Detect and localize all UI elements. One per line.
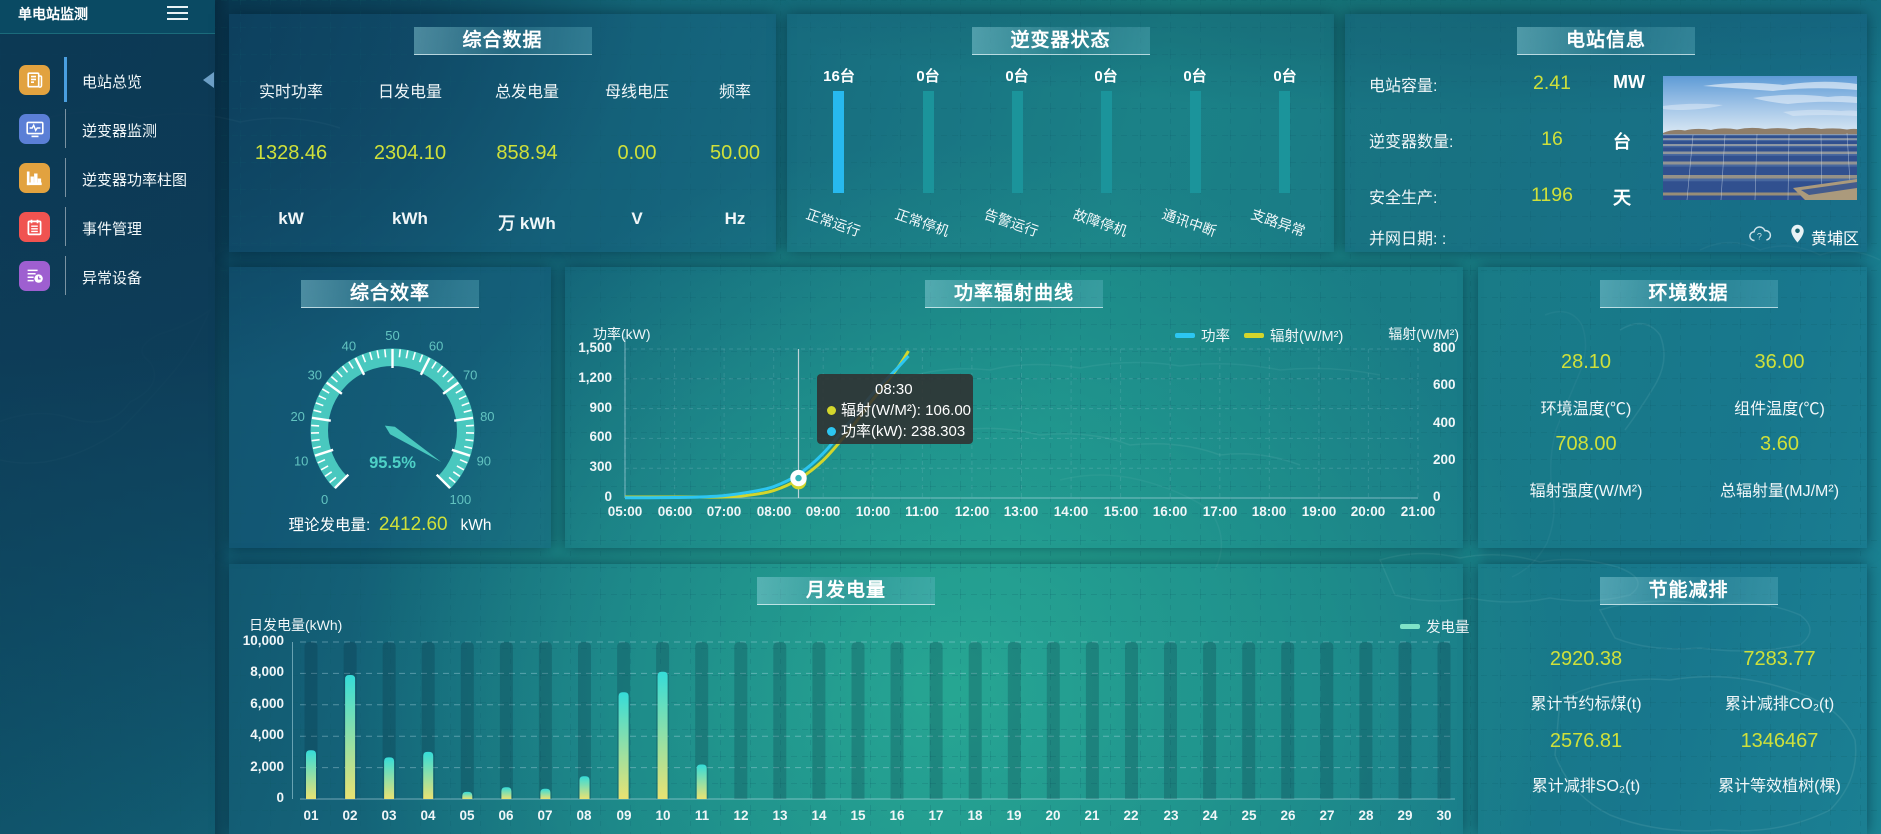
svg-text:10: 10 — [294, 454, 308, 469]
svg-text:80: 80 — [480, 409, 494, 424]
svg-text:60: 60 — [429, 339, 443, 354]
svg-text:30: 30 — [308, 368, 322, 383]
svg-text:50: 50 — [385, 328, 399, 343]
svg-text:40: 40 — [342, 339, 356, 354]
svg-text:100: 100 — [450, 492, 472, 507]
svg-text:90: 90 — [477, 454, 491, 469]
svg-text:0: 0 — [321, 492, 328, 507]
svg-text:20: 20 — [290, 409, 304, 424]
svg-text:?: ? — [1757, 231, 1762, 241]
svg-text:70: 70 — [463, 368, 477, 383]
